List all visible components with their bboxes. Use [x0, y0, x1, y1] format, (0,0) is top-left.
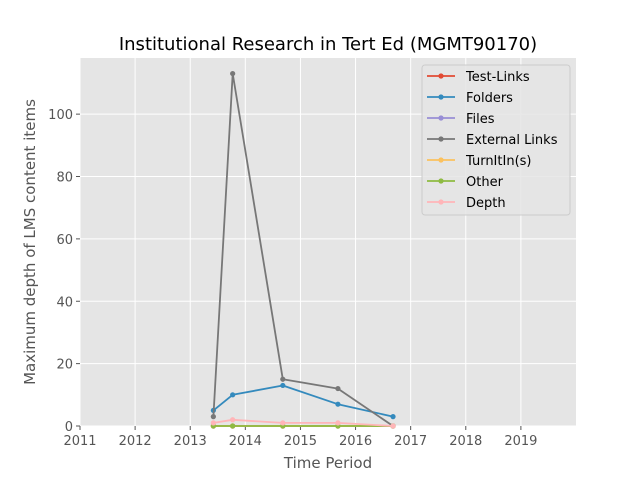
- data-point-external-links: [230, 70, 236, 77]
- legend-marker: [438, 94, 444, 100]
- series-folders: [210, 382, 396, 420]
- x-tick-label: 2017: [394, 434, 427, 449]
- legend-label: TurnItIn(s): [465, 154, 531, 169]
- legend-label: Depth: [466, 196, 506, 211]
- y-axis-ticks: 0 20 40 60 80 100: [48, 108, 80, 435]
- data-point-depth: [390, 423, 396, 429]
- y-tick-label: 20: [56, 358, 73, 373]
- legend-entry: Folders: [427, 91, 513, 106]
- data-point-depth: [280, 420, 286, 426]
- data-point-depth: [230, 417, 236, 423]
- legend-entry: TurnItIn(s): [427, 154, 531, 169]
- legend-entry: Other: [427, 175, 504, 190]
- legend-label: Files: [466, 112, 495, 127]
- x-tick-label: 2012: [119, 434, 152, 449]
- data-point-folders: [280, 382, 286, 389]
- legend-marker: [438, 115, 444, 121]
- data-point-folders: [335, 401, 341, 407]
- legend-box: [421, 64, 571, 216]
- x-tick-label: 2019: [504, 434, 537, 449]
- series-lines: [210, 70, 396, 429]
- y-tick-label: 80: [56, 171, 73, 186]
- y-tick-label: 0: [65, 420, 73, 435]
- x-tick-label: 2014: [229, 434, 262, 449]
- x-tick-label: 2018: [449, 434, 482, 449]
- y-tick-label: 40: [56, 295, 73, 310]
- legend-entry: External Links: [427, 133, 558, 148]
- series-depth: [210, 417, 396, 429]
- data-point-other: [230, 423, 236, 429]
- x-tick-label: 2011: [63, 434, 96, 449]
- data-point-depth: [210, 420, 216, 426]
- x-axis-ticks: 2011 2012 2013 2014 2015 2016 2017 2018 2019: [63, 426, 537, 449]
- legend-entry: Test-Links: [427, 70, 530, 85]
- x-tick-label: 2016: [339, 434, 372, 449]
- legend: Test-Links Folders Files External Links Turn…: [421, 64, 571, 216]
- legend-label: External Links: [466, 133, 558, 148]
- legend-marker: [438, 178, 444, 184]
- legend-marker: [438, 136, 444, 142]
- legend-entry: Depth: [427, 196, 506, 211]
- legend-marker: [438, 199, 444, 205]
- grid: [79, 58, 576, 427]
- legend-label: Folders: [466, 91, 513, 106]
- legend-marker: [438, 73, 444, 79]
- legend-entry: Files: [427, 112, 495, 127]
- y-axis-label: Maximum depth of LMS content items: [21, 99, 39, 385]
- data-point-external-links: [280, 376, 286, 382]
- chart-title: Institutional Research in Tert Ed (MGMT9…: [119, 34, 537, 55]
- data-point-depth: [335, 420, 341, 426]
- x-tick-label: 2013: [174, 434, 207, 449]
- legend-label: Test-Links: [465, 70, 530, 85]
- x-axis-label: Time Period: [283, 454, 372, 472]
- data-point-folders: [390, 414, 396, 420]
- y-tick-label: 60: [56, 233, 73, 248]
- y-tick-label: 100: [48, 108, 73, 123]
- data-point-external-links: [210, 414, 216, 420]
- data-point-external-links: [335, 385, 341, 392]
- data-point-folders: [230, 392, 236, 398]
- x-tick-label: 2015: [284, 434, 317, 449]
- legend-marker: [438, 157, 444, 163]
- legend-label: Other: [466, 175, 504, 190]
